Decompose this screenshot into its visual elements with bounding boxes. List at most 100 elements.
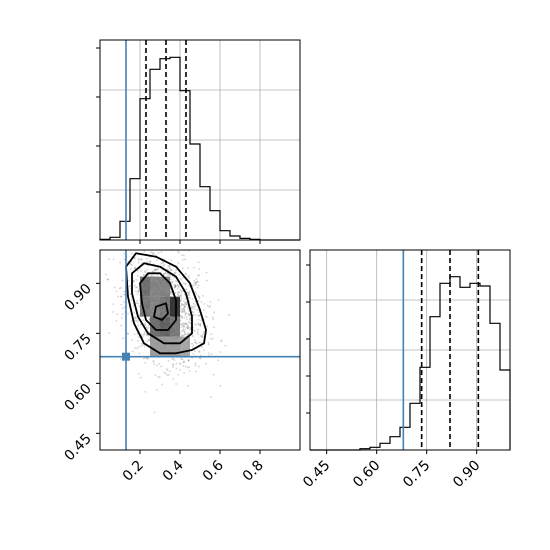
panel-frame — [99, 249, 301, 451]
sample-point — [172, 363, 175, 366]
sample-point — [144, 271, 147, 274]
sample-point — [179, 298, 182, 301]
sample-point — [209, 304, 212, 307]
sample-point — [133, 284, 136, 287]
sample-point — [166, 272, 169, 275]
sample-point — [139, 345, 142, 348]
sample-point — [188, 292, 190, 295]
sample-point — [200, 342, 202, 344]
sample-point — [146, 358, 149, 360]
sample-point — [127, 279, 130, 282]
sample-point — [192, 346, 194, 349]
sample-point — [173, 276, 176, 279]
x-tick-label: 0.4 — [160, 457, 187, 484]
sample-point — [178, 294, 181, 297]
sample-point — [191, 342, 193, 345]
sample-point — [129, 268, 132, 270]
sample-point — [134, 320, 137, 322]
sample-point — [202, 295, 204, 297]
sample-point — [136, 320, 139, 323]
sample-point — [121, 279, 124, 282]
sample-point — [121, 307, 124, 310]
sample-point — [191, 284, 194, 287]
sample-point — [188, 290, 191, 293]
sample-point — [148, 318, 151, 320]
sample-point — [120, 316, 123, 319]
sample-point — [154, 269, 157, 272]
sample-point — [181, 358, 184, 361]
sample-point — [183, 303, 185, 306]
sample-point — [197, 328, 199, 331]
sample-point — [144, 331, 147, 334]
sample-point — [120, 324, 123, 327]
sample-point — [174, 280, 177, 282]
sample-point — [199, 324, 202, 327]
x-tick-label: 0.75 — [400, 458, 433, 491]
sample-point — [184, 283, 187, 285]
sample-point — [118, 287, 121, 290]
sample-point — [147, 339, 150, 341]
sample-point — [130, 263, 132, 266]
sample-point — [183, 309, 186, 311]
sample-point — [178, 273, 180, 276]
sample-point — [180, 290, 183, 293]
sample-point — [175, 362, 178, 365]
sample-point — [202, 349, 205, 352]
x-tick-label: 0.45 — [300, 458, 333, 491]
density-cell — [150, 316, 160, 337]
sample-point — [162, 273, 165, 276]
sample-point — [132, 280, 135, 283]
sample-point — [203, 309, 205, 311]
sample-point — [134, 267, 137, 269]
sample-point — [194, 281, 197, 284]
panel-frame — [309, 249, 511, 451]
sample-point — [198, 268, 201, 270]
sample-point — [198, 350, 201, 353]
sample-point — [134, 286, 137, 289]
sample-point — [192, 303, 195, 305]
sample-point — [142, 333, 145, 336]
sample-point — [153, 363, 156, 365]
x-tick-label: 0.90 — [450, 458, 483, 491]
sample-point — [194, 303, 197, 306]
sample-point — [196, 333, 199, 335]
sample-point — [191, 334, 193, 337]
sample-point — [144, 270, 147, 273]
sample-point — [153, 411, 156, 414]
sample-point — [182, 365, 185, 367]
sample-point — [180, 294, 182, 297]
sample-point — [187, 267, 190, 270]
sample-point — [135, 290, 137, 293]
sample-point — [138, 259, 141, 262]
sample-point — [183, 306, 186, 309]
sample-point — [142, 357, 145, 360]
sample-point — [187, 274, 190, 277]
sample-point — [164, 372, 167, 375]
sample-point — [194, 370, 197, 373]
sample-point — [205, 279, 208, 282]
sample-point — [186, 323, 188, 326]
sample-point — [183, 334, 186, 336]
sample-point — [137, 324, 140, 327]
sample-point — [190, 307, 193, 310]
sample-point — [176, 280, 178, 283]
sample-point — [188, 318, 191, 321]
sample-point — [131, 264, 134, 267]
sample-point — [196, 309, 199, 311]
sample-point — [183, 309, 186, 312]
sample-point — [131, 350, 134, 353]
sample-point — [183, 301, 186, 304]
sample-point — [184, 272, 187, 275]
sample-point — [182, 325, 185, 328]
sample-point — [167, 265, 170, 268]
sample-point — [120, 303, 123, 306]
sample-point — [208, 306, 211, 309]
sample-point — [181, 310, 184, 312]
density-cell — [160, 296, 170, 317]
sample-point — [181, 267, 184, 270]
sample-point — [173, 272, 176, 275]
sample-point — [145, 334, 148, 336]
sample-point — [209, 300, 212, 303]
sample-point — [164, 272, 167, 275]
sample-point — [177, 285, 180, 287]
